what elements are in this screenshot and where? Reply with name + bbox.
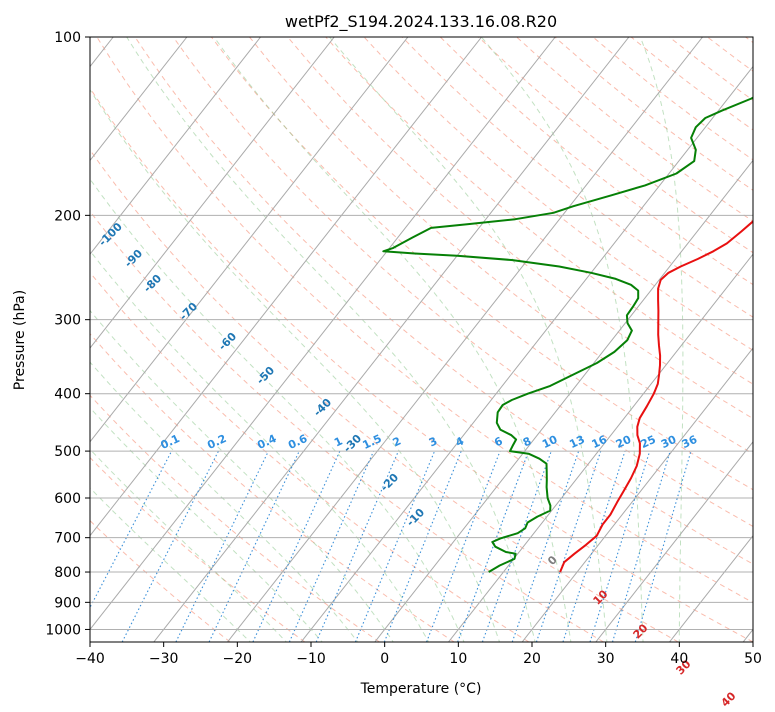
y-tick-label: 500 [54, 444, 81, 460]
isotherm [669, 37, 775, 642]
mixing-ratio-line [458, 451, 529, 642]
y-tick-label: 800 [54, 565, 81, 581]
x-tick-label: −30 [149, 651, 179, 667]
mixing-ratio-label: 6 [492, 434, 505, 449]
isotherm-label: -30 [341, 432, 364, 455]
mixing-ratio-label: 13 [567, 433, 586, 451]
x-tick-label: −20 [223, 651, 253, 667]
chart-title: wetPf2_S194.2024.133.16.08.R20 [285, 12, 557, 32]
mixing-ratio-label: 20 [614, 433, 634, 451]
isotherm [301, 37, 775, 642]
dry-adiabat [59, 37, 753, 642]
mixing-ratio-label: 0.2 [205, 432, 228, 452]
mixing-ratio-label: 1.5 [361, 432, 384, 452]
sounding-series [383, 37, 775, 572]
dry-adiabat [555, 37, 775, 642]
y-tick-label: 100 [54, 30, 81, 46]
moist-adiabat [481, 37, 643, 644]
moist-adiabat [0, 37, 395, 644]
y-tick-label: 900 [54, 595, 81, 611]
mixing-ratio-label: 4 [454, 434, 467, 449]
isotherm-label: 20 [631, 621, 651, 641]
x-tick-label: 0 [380, 651, 389, 667]
x-tick-label: 40 [670, 651, 688, 667]
x-tick-label: 10 [449, 651, 467, 667]
y-tick-label: 600 [54, 491, 81, 507]
x-tick-label: 30 [597, 651, 615, 667]
moist-adiabat [0, 37, 324, 644]
isotherm-label: 10 [591, 587, 611, 607]
mixing-ratio-label: 10 [540, 433, 560, 451]
y-tick-label: 700 [54, 531, 81, 547]
mixing-ratio-line [590, 451, 650, 642]
x-tick-label: 20 [523, 651, 541, 667]
x-axis-label: Temperature (°C) [360, 681, 482, 697]
dry-adiabat [0, 37, 604, 642]
mixing-ratio-label: 16 [590, 433, 610, 451]
dry-adiabat [402, 37, 775, 642]
mixing-ratio-line [72, 451, 172, 642]
dry-adiabat [0, 37, 305, 642]
temperature-line [560, 37, 775, 572]
y-tick-label: 400 [54, 387, 81, 403]
isotherm-label: -40 [311, 396, 334, 419]
dry-adiabat [593, 37, 775, 642]
isotherm-label: 40 [719, 689, 739, 708]
isotherm [227, 37, 702, 642]
moist-adiabat [127, 37, 536, 644]
moist-adiabat [0, 37, 360, 644]
isotherm-label: 0 [545, 553, 560, 568]
isotherm [743, 37, 775, 642]
mixing-ratio-label: 3 [427, 434, 439, 449]
dry-adiabat [364, 37, 775, 642]
x-tick-label: −40 [75, 651, 105, 667]
mixing-ratio-line [635, 451, 691, 642]
y-tick-label: 1000 [45, 622, 81, 638]
mixing-ratio-line [563, 451, 625, 642]
dry-adiabat [288, 37, 775, 642]
pressure-grid [90, 37, 753, 629]
x-tick-label: −10 [296, 651, 326, 667]
y-axis-label: Pressure (hPa) [12, 290, 28, 390]
mixing-ratio-label: 25 [639, 433, 658, 451]
isotherm [522, 37, 775, 642]
isotherm [0, 37, 408, 642]
mixing-ratio-line [612, 451, 670, 642]
moist-adiabat [0, 37, 253, 644]
dry-adiabat [0, 37, 529, 642]
moist-adiabat [0, 37, 430, 644]
dry-adiabat [440, 37, 775, 642]
isotherm-label: -50 [254, 364, 277, 387]
moist-adiabat [0, 37, 289, 644]
dry-adiabat [211, 37, 775, 642]
x-tick-label: 50 [744, 651, 762, 667]
isotherm-label: -10 [404, 506, 427, 529]
y-tick-label: 200 [54, 208, 81, 224]
mixing-ratio-line [176, 451, 269, 642]
y-tick-label: 300 [54, 313, 81, 329]
isotherm [80, 37, 555, 642]
line-labels: -100-90-80-70-60-50-40-30-20-10010203040… [96, 220, 739, 708]
dewpoint-line [383, 37, 775, 572]
isotherm-label: -80 [141, 272, 164, 295]
dry-adiabat [746, 37, 775, 642]
dry-adiabat [669, 37, 775, 642]
dry-adiabat [97, 37, 775, 642]
isotherm [0, 37, 334, 642]
isotherm-label: -90 [122, 247, 145, 270]
dry-adiabat [21, 37, 679, 642]
mixing-ratio-label: 0.1 [159, 432, 182, 452]
mixing-ratio-label: 2 [391, 434, 403, 449]
mixing-ratio-line [427, 451, 500, 642]
mixing-ratio-line [482, 451, 551, 642]
